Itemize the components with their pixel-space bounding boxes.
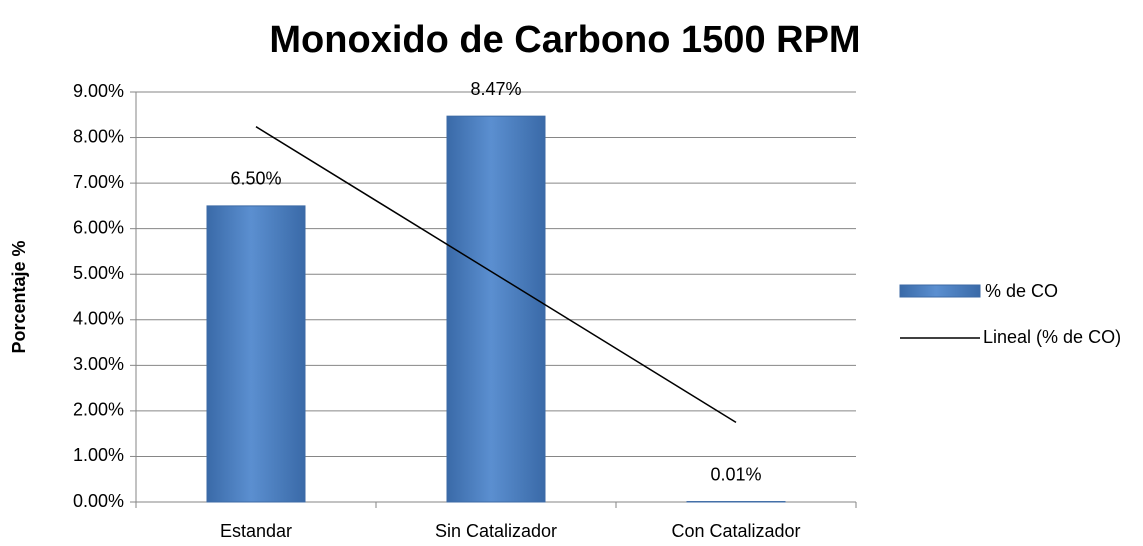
legend-label: Lineal (% de CO) xyxy=(983,327,1121,347)
bar xyxy=(206,205,306,503)
y-tick-label: 3.00% xyxy=(73,354,124,374)
y-tick-label: 8.00% xyxy=(73,126,124,146)
data-label: 6.50% xyxy=(230,169,281,189)
y-tick-label: 2.00% xyxy=(73,400,124,420)
y-tick-label: 1.00% xyxy=(73,445,124,465)
x-tick-label: Sin Catalizador xyxy=(435,521,557,541)
y-tick-label: 5.00% xyxy=(73,263,124,283)
legend-label: % de CO xyxy=(985,281,1058,301)
y-tick-label: 0.00% xyxy=(73,491,124,511)
y-tick-label: 9.00% xyxy=(73,81,124,101)
y-tick-label: 6.00% xyxy=(73,217,124,237)
legend-swatch xyxy=(899,284,981,298)
y-axis-label: Porcentaje % xyxy=(9,240,29,353)
x-tick-label: Con Catalizador xyxy=(671,521,800,541)
data-label: 8.47% xyxy=(470,79,521,99)
y-tick-label: 4.00% xyxy=(73,309,124,329)
bar xyxy=(446,115,546,503)
data-label: 0.01% xyxy=(710,464,761,484)
y-tick-label: 7.00% xyxy=(73,172,124,192)
x-tick-label: Estandar xyxy=(220,521,292,541)
chart-title: Monoxido de Carbono 1500 RPM xyxy=(269,19,860,61)
trendline xyxy=(255,126,737,423)
